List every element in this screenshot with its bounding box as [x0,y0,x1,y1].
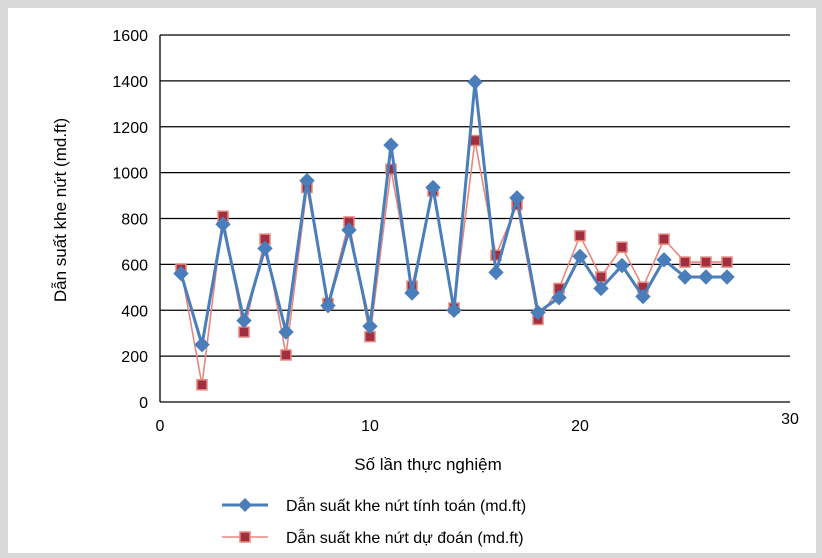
series-layer [173,74,735,391]
data-point [278,324,294,340]
data-point [236,312,252,329]
y-tick-labels: 0 200 400 600 800 1000 1200 1400 1600 [112,28,148,412]
data-point [656,252,672,268]
data-point [196,379,208,391]
data-point [614,257,630,274]
line-chart: 0 200 400 600 800 1000 1200 1400 1600 0 10 20 30 Dẫ… [51,28,799,547]
data-point [530,304,546,321]
data-point [574,229,586,242]
y-tick-label: 600 [121,257,148,274]
data-point [362,318,378,335]
x-tick-labels: 0 10 20 30 [156,411,799,435]
series-calculated [173,74,735,353]
series-line [180,139,727,386]
data-point [593,280,609,297]
x-tick-label: 30 [781,411,799,428]
x-tick-label: 0 [156,418,165,435]
data-point [280,349,292,361]
data-point [551,289,567,306]
data-point [509,190,525,206]
legend: Dẫn suất khe nứt tính toán (md.ft) Dẫn su… [222,496,526,547]
legend-marker [239,531,251,543]
data-point [238,326,250,338]
x-axis-label: Số lần thực nghiệm [354,455,501,474]
data-point [257,240,273,257]
data-point [679,256,691,268]
y-tick-label: 800 [121,212,148,229]
y-tick-label: 1000 [112,166,148,183]
data-point [469,134,481,147]
y-tick-label: 0 [139,395,148,412]
x-tick-label: 10 [361,418,379,435]
y-tick-label: 400 [121,303,148,320]
legend-marker [238,498,252,512]
data-point [488,264,504,281]
legend-entry-predicted: Dẫn suất khe nứt dự đoán (md.ft) [222,528,524,547]
data-point [719,269,735,285]
data-point [635,288,651,305]
data-point [425,179,441,196]
data-point [658,233,670,245]
gridlines [160,34,790,357]
axes [159,35,790,403]
data-point [341,222,357,238]
data-point [299,172,315,189]
y-tick-label: 1400 [112,74,148,91]
y-axis-label: Dẫn suất khe nứt (md.ft) [51,118,70,302]
data-point [700,256,712,268]
y-tick-label: 1200 [112,120,148,137]
data-point [215,216,231,232]
data-point [320,297,336,314]
data-point [698,269,714,285]
data-point [173,265,189,282]
y-tick-label: 1600 [112,28,148,45]
data-point [446,302,462,318]
chart-frame: 0 200 400 600 800 1000 1200 1400 1600 0 10 20 30 Dẫ… [8,8,816,553]
data-point [467,74,483,90]
data-point [383,137,399,153]
data-point [194,336,210,353]
data-point [721,256,733,268]
data-point [385,163,397,175]
y-tick-label: 200 [121,349,148,366]
legend-label: Dẫn suất khe nứt tính toán (md.ft) [286,496,526,515]
data-point [572,248,588,265]
data-point [404,285,420,301]
data-point [616,241,628,253]
legend-entry-calculated: Dẫn suất khe nứt tính toán (md.ft) [222,496,526,515]
legend-label: Dẫn suất khe nứt dự đoán (md.ft) [286,528,524,547]
data-point [677,269,693,285]
x-tick-label: 20 [571,418,589,435]
